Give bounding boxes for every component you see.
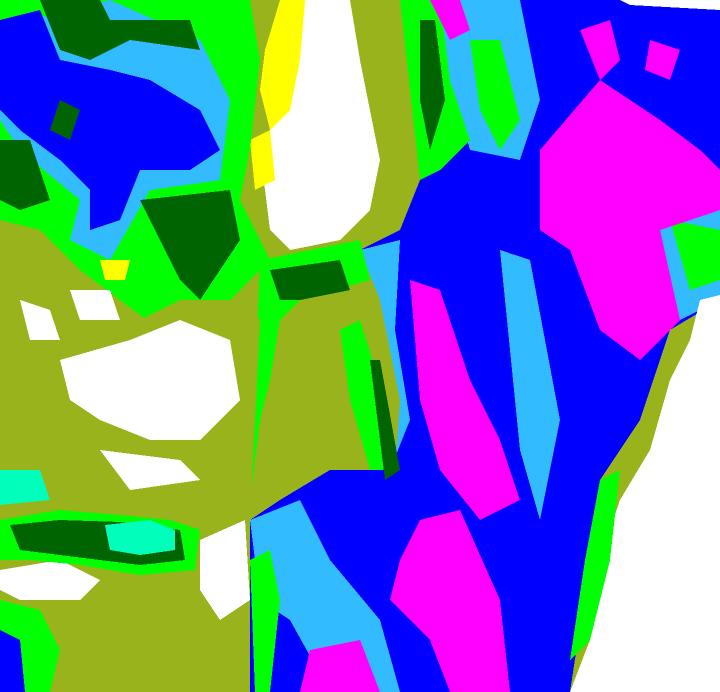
magenta-region bbox=[580, 20, 620, 80]
green-fringe bbox=[570, 470, 620, 660]
yellow-fleck bbox=[250, 130, 275, 190]
white-patch bbox=[200, 520, 250, 620]
white-patch bbox=[70, 290, 120, 320]
green-strip bbox=[250, 550, 280, 692]
magenta-region bbox=[645, 40, 680, 80]
magenta-region bbox=[430, 0, 470, 40]
light-blue-streak bbox=[500, 250, 560, 520]
white-patch bbox=[60, 320, 240, 440]
magenta-region bbox=[300, 640, 380, 692]
magenta-region bbox=[540, 80, 720, 360]
light-blue-streak bbox=[250, 500, 400, 692]
dark-green-patch bbox=[140, 190, 240, 300]
blue-region-northwest bbox=[0, 10, 220, 230]
green-central-streak bbox=[250, 240, 370, 500]
white-patch bbox=[100, 450, 200, 490]
white-region-southeast bbox=[570, 295, 720, 692]
aquamarine-lake bbox=[105, 520, 175, 555]
olive-central-column bbox=[250, 250, 400, 520]
dark-green-patch bbox=[0, 140, 50, 210]
dark-green-streak bbox=[420, 20, 445, 150]
green-streak bbox=[670, 220, 720, 290]
green-streak bbox=[470, 40, 520, 150]
dark-green-patch bbox=[40, 0, 200, 60]
yellow-fleck bbox=[100, 260, 130, 280]
blue-region-southwest bbox=[0, 630, 25, 692]
white-region-north bbox=[260, 0, 380, 250]
magenta-region bbox=[410, 280, 520, 520]
yellow-region bbox=[260, 0, 305, 130]
dark-green-patch bbox=[50, 100, 80, 140]
dark-green-streak bbox=[370, 360, 400, 480]
magenta-region bbox=[390, 510, 510, 692]
white-patch bbox=[20, 300, 60, 340]
aquamarine-lake bbox=[0, 470, 50, 505]
white-patch bbox=[0, 560, 100, 600]
dark-green-band bbox=[270, 260, 350, 300]
white-region-northeast bbox=[620, 0, 720, 10]
